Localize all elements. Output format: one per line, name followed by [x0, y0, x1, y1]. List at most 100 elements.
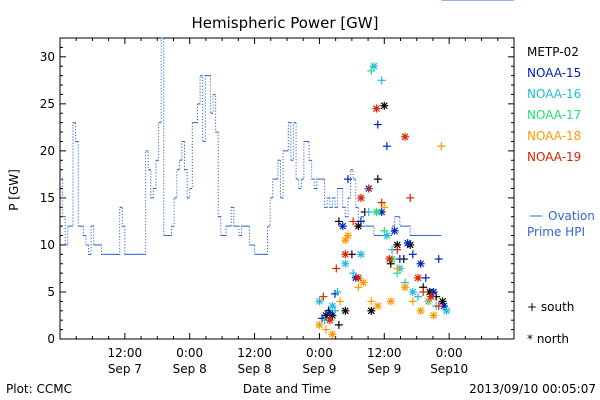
- data-point: [356, 217, 365, 226]
- x-tick-date: Sep10: [430, 362, 468, 376]
- data-point: [325, 316, 334, 325]
- data-point: [349, 269, 358, 278]
- y-tick-label: 15: [40, 191, 55, 205]
- data-point: [356, 193, 365, 202]
- data-point: [341, 236, 350, 245]
- data-point: [382, 142, 391, 151]
- data-point: [437, 142, 446, 151]
- data-point: [380, 101, 389, 110]
- data-point: [395, 255, 404, 264]
- x-axis-label: Date and Time: [243, 382, 331, 396]
- data-point: [372, 208, 381, 217]
- data-point: [332, 264, 341, 273]
- data-point: [434, 302, 443, 311]
- plot-frame: [59, 37, 515, 340]
- data-point: [373, 175, 382, 184]
- data-point: [380, 226, 389, 235]
- data-point: [429, 311, 438, 320]
- ovation-legend-line2: Prime HPI: [527, 225, 585, 239]
- data-point: [393, 245, 402, 254]
- data-point: [364, 184, 373, 193]
- data-point: [333, 287, 342, 296]
- data-point: [315, 297, 324, 306]
- data-point: [354, 273, 363, 282]
- data-point: [364, 208, 373, 217]
- data-point: [336, 297, 345, 306]
- data-point: [408, 287, 417, 296]
- data-point: [408, 297, 417, 306]
- chart-title: Hemispheric Power [GW]: [192, 14, 379, 32]
- data-point: [315, 320, 324, 329]
- x-tick-date: Sep 8: [173, 362, 207, 376]
- legend-entry: NOAA-16: [527, 87, 581, 101]
- data-point: [393, 264, 402, 273]
- y-tick-label: 20: [40, 144, 55, 158]
- data-point: [373, 120, 382, 129]
- x-tick-date: Sep 8: [238, 362, 272, 376]
- data-point: [406, 193, 415, 202]
- legend-entry: NOAA-19: [527, 150, 581, 164]
- data-point: [421, 273, 430, 282]
- data-point: [356, 250, 365, 259]
- data-point: [380, 203, 389, 212]
- data-point: [319, 292, 328, 301]
- y-tick-label: 5: [47, 285, 55, 299]
- y-tick-label: 30: [40, 50, 55, 64]
- data-point: [354, 283, 363, 292]
- marker-legend-north: * north: [527, 332, 569, 346]
- data-point: [334, 217, 343, 226]
- data-point: [372, 104, 381, 113]
- data-point: [408, 250, 417, 259]
- data-point: [377, 198, 386, 207]
- data-point: [330, 306, 339, 315]
- legend-entry: NOAA-17: [527, 108, 581, 122]
- x-tick-time: 0:00: [306, 346, 333, 360]
- data-point: [341, 250, 350, 259]
- data-point: [414, 273, 423, 282]
- y-axis-label: P [GW]: [7, 169, 21, 211]
- x-tick-time: 0:00: [436, 346, 463, 360]
- x-tick-date: Sep 9: [367, 362, 401, 376]
- legend-entry: METP-02: [527, 45, 579, 59]
- data-point: [414, 292, 423, 301]
- data-point: [442, 306, 451, 315]
- data-point: [373, 302, 382, 311]
- data-point: [385, 255, 394, 264]
- y-tick-label: 25: [40, 97, 55, 111]
- x-tick-date: Sep 7: [108, 362, 142, 376]
- data-point: [401, 283, 410, 292]
- data-point: [349, 217, 358, 226]
- data-point: [321, 325, 330, 334]
- data-point: [416, 259, 425, 268]
- data-point: [341, 306, 350, 315]
- data-point: [328, 302, 337, 311]
- legend-entry: NOAA-18: [527, 129, 581, 143]
- data-point: [401, 132, 410, 141]
- ovation-legend-line1: Ovation: [548, 209, 595, 223]
- data-point: [328, 330, 337, 339]
- legend-entry: NOAA-15: [527, 66, 581, 80]
- y-tick-label: 0: [47, 332, 55, 346]
- y-tick-label: 10: [40, 238, 55, 252]
- data-point: [367, 66, 376, 75]
- data-point: [334, 320, 343, 329]
- data-point: [426, 292, 435, 301]
- data-point: [369, 62, 378, 71]
- data-point: [390, 226, 399, 235]
- data-point: [386, 297, 395, 306]
- data-point: [367, 306, 376, 315]
- data-point: [377, 76, 386, 85]
- x-tick-date: Sep 9: [302, 362, 336, 376]
- data-point: [434, 255, 443, 264]
- data-point: [416, 306, 425, 315]
- data-point: [419, 287, 428, 296]
- y-axis: 0 5 10 15 20 25 30: [40, 46, 514, 346]
- data-point: [338, 222, 347, 231]
- plot-timestamp: 2013/09/10 00:05:07: [469, 382, 596, 396]
- marker-legend-south: + south: [527, 300, 574, 314]
- data-point: [367, 297, 376, 306]
- x-axis: 12:00 Sep 7 0:00 Sep 8 12:00 Sep 8 0:00 Sep 9 12…: [75, 38, 499, 376]
- x-tick-time: 12:00: [108, 346, 143, 360]
- x-tick-time: 12:00: [237, 346, 272, 360]
